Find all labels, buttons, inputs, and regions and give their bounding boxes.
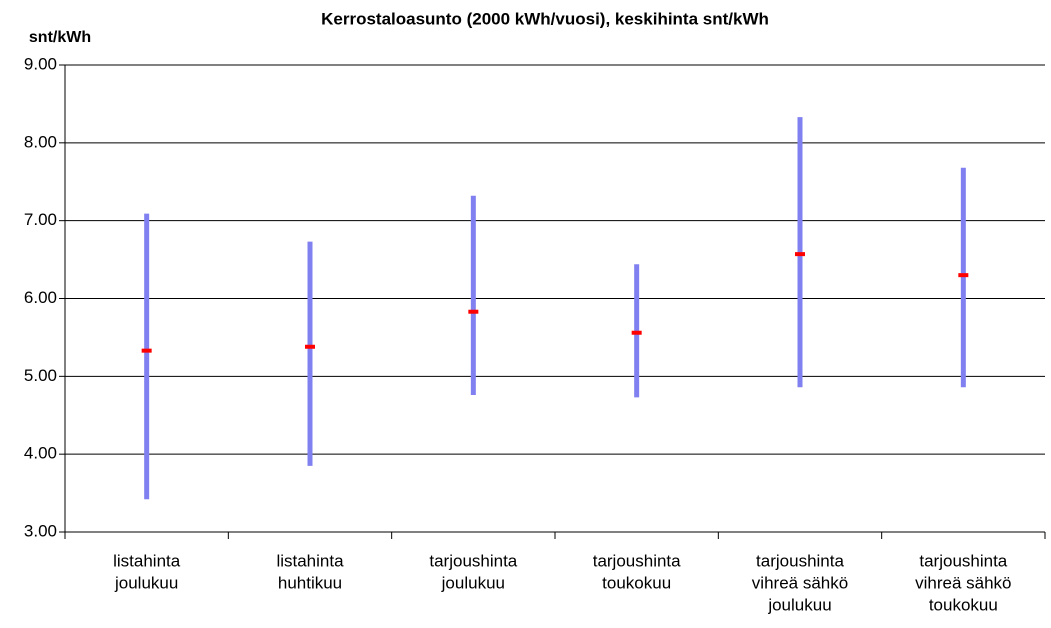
x-tick-label: tarjoushinta — [593, 551, 681, 570]
x-tick-label: vihreä sähkö — [752, 573, 848, 592]
y-tick-label: 4.00 — [24, 444, 57, 463]
chart-title: Kerrostaloasunto (2000 kWh/vuosi), keski… — [321, 9, 769, 28]
y-tick-label: 3.00 — [24, 521, 57, 540]
y-tick-label: 7.00 — [24, 210, 57, 229]
x-tick-label: joulukuu — [767, 595, 831, 614]
y-tick-label: 6.00 — [24, 288, 57, 307]
x-tick-label: listahinta — [113, 551, 181, 570]
y-tick-label: 9.00 — [24, 54, 57, 73]
x-tick-label: toukokuu — [602, 573, 671, 592]
y-axis-label: snt/kWh — [29, 29, 91, 46]
y-tick-label: 5.00 — [24, 366, 57, 385]
x-tick-label: listahinta — [276, 551, 344, 570]
x-tick-label: joulukuu — [441, 573, 505, 592]
y-tick-label: 8.00 — [24, 132, 57, 151]
x-tick-label: tarjoushinta — [429, 551, 517, 570]
x-tick-label: tarjoushinta — [756, 551, 844, 570]
x-tick-label: vihreä sähkö — [915, 573, 1011, 592]
x-tick-label: joulukuu — [114, 573, 178, 592]
x-tick-label: huhtikuu — [278, 573, 342, 592]
x-tick-label: toukokuu — [929, 595, 998, 614]
x-tick-label: tarjoushinta — [919, 551, 1007, 570]
